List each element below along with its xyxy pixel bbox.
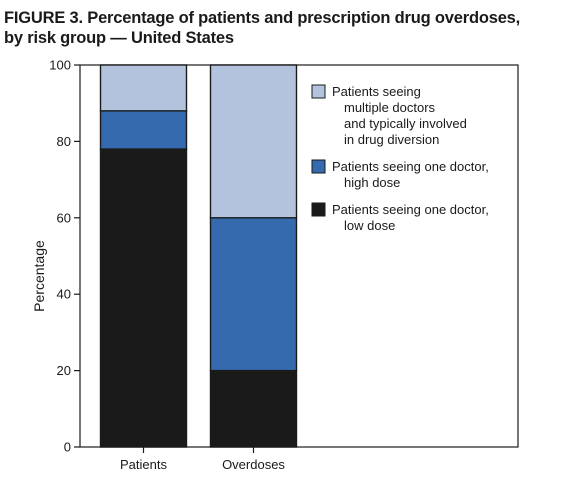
bar-segment-patients-series-0 [99, 148, 188, 448]
bar-segment-overdoses-series-1 [209, 217, 298, 372]
bar-segment-patients-series-2 [99, 64, 188, 112]
legend-label-series-1: high dose [344, 175, 400, 190]
legend-label-series-0: low dose [344, 218, 395, 233]
legend-label-series-0: Patients seeing one doctor, [332, 202, 489, 217]
y-tick-label: 100 [49, 58, 71, 73]
chart-title: FIGURE 3. Percentage of patients and pre… [4, 8, 554, 48]
bar-segment-overdoses-series-0 [209, 369, 298, 448]
bar-segment-overdoses-series-2 [209, 64, 298, 219]
chart-title-line-2: by risk group — United States [4, 29, 234, 47]
legend-label-series-2: and typically involved [344, 116, 467, 131]
y-tick-label: 60 [57, 210, 71, 225]
y-tick-label: 0 [64, 440, 71, 455]
x-tick-label: Overdoses [222, 457, 285, 472]
x-tick-label: Patients [120, 457, 167, 472]
y-axis-title: Percentage [31, 240, 47, 312]
chart-title-line-1: FIGURE 3. Percentage of patients and pre… [4, 9, 521, 27]
bar-segment-patients-series-1 [99, 110, 188, 150]
y-tick-label: 20 [57, 363, 71, 378]
y-tick-label: 40 [57, 287, 71, 302]
legend-label-series-2: in drug diversion [344, 132, 439, 147]
legend-label-series-2: multiple doctors [344, 100, 436, 115]
plot-frame [79, 64, 519, 448]
y-tick-label: 80 [57, 134, 71, 149]
legend-label-series-1: Patients seeing one doctor, [332, 159, 489, 174]
legend-label-series-2: Patients seeing [332, 84, 421, 99]
legend-swatch-series-2 [311, 84, 326, 99]
legend-swatch-series-1 [311, 159, 326, 174]
legend-swatch-series-0 [311, 202, 326, 217]
